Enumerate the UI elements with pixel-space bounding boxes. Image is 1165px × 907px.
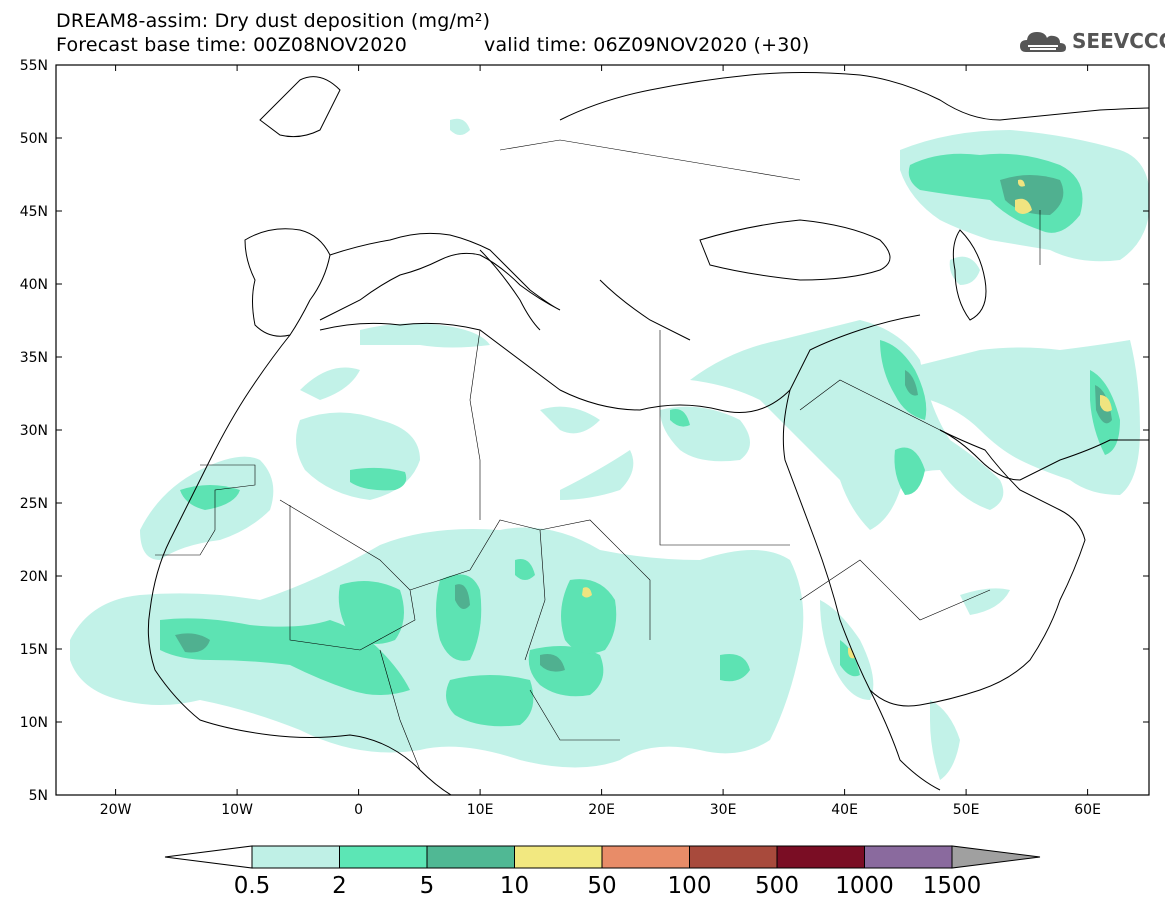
logo-text: SEEVCCC [1072, 29, 1165, 53]
country-borders [155, 139, 1041, 771]
colorbar-label: 500 [755, 873, 799, 899]
deposition-level-10 [582, 179, 1112, 659]
colorbar-label: 1000 [835, 873, 894, 899]
lon-label: 20E [588, 802, 615, 818]
lon-label: 60E [1074, 802, 1101, 818]
latitude-axis: 55N 50N 45N 40N 35N 30N 25N 20N 15N 10N 5N [20, 58, 1149, 804]
valid-time: valid time: 06Z09NOV2020 (+30) [484, 34, 810, 56]
dust-fields [70, 118, 1149, 780]
colorbar-label: 50 [587, 873, 616, 899]
lat-label: 10N [20, 715, 48, 731]
seevccc-logo: SEEVCCC [1018, 26, 1165, 58]
colorbar-label: 100 [668, 873, 712, 899]
colorbar-label: 1500 [923, 873, 982, 899]
colorbar-segment [339, 845, 428, 869]
deposition-level-0.5 [70, 118, 1149, 780]
colorbar-max-arrow [951, 845, 1041, 869]
colorbar-label: 5 [420, 873, 435, 899]
colorbar-segment [601, 845, 690, 869]
colorbar-segment [514, 845, 603, 869]
colorbar-label: 0.5 [234, 873, 271, 899]
lat-label: 45N [20, 204, 48, 220]
colorbar-label: 10 [500, 873, 529, 899]
colorbar-segment [864, 845, 953, 869]
lon-label: 20W [100, 802, 132, 818]
lon-label: 10E [467, 802, 494, 818]
colorbar-segment [251, 845, 340, 869]
lat-label: 5N [29, 788, 48, 804]
lat-label: 35N [20, 350, 48, 366]
colorbar-label: 2 [332, 873, 347, 899]
lon-label: 50E [953, 802, 980, 818]
colorbar-segment [689, 845, 778, 869]
deposition-level-2 [160, 153, 1120, 727]
lat-label: 30N [20, 423, 48, 439]
lat-label: 15N [20, 642, 48, 658]
colorbar: 0.5 2 5 10 50 100 500 1000 1500 [164, 845, 1041, 899]
lat-label: 25N [20, 496, 48, 512]
lon-label: 0 [354, 802, 363, 818]
lon-label: 30E [710, 802, 737, 818]
lon-label: 40E [831, 802, 858, 818]
lat-label: 40N [20, 277, 48, 293]
lon-label: 10W [221, 802, 253, 818]
coastlines [147, 72, 1149, 795]
colorbar-segment [426, 845, 515, 869]
map-title: DREAM8-assim: Dry dust deposition (mg/m²… [56, 10, 491, 32]
forecast-base-time: Forecast base time: 00Z08NOV2020 [56, 34, 408, 56]
lat-label: 55N [20, 58, 48, 74]
lat-label: 20N [20, 569, 48, 585]
colorbar-min-arrow [164, 845, 253, 869]
cloud-icon [1020, 32, 1066, 52]
lat-label: 50N [20, 131, 48, 147]
longitude-axis: 20W 10W 0 10E 20E 30E 40E 50E 60E [100, 65, 1101, 818]
colorbar-segment [776, 845, 865, 869]
